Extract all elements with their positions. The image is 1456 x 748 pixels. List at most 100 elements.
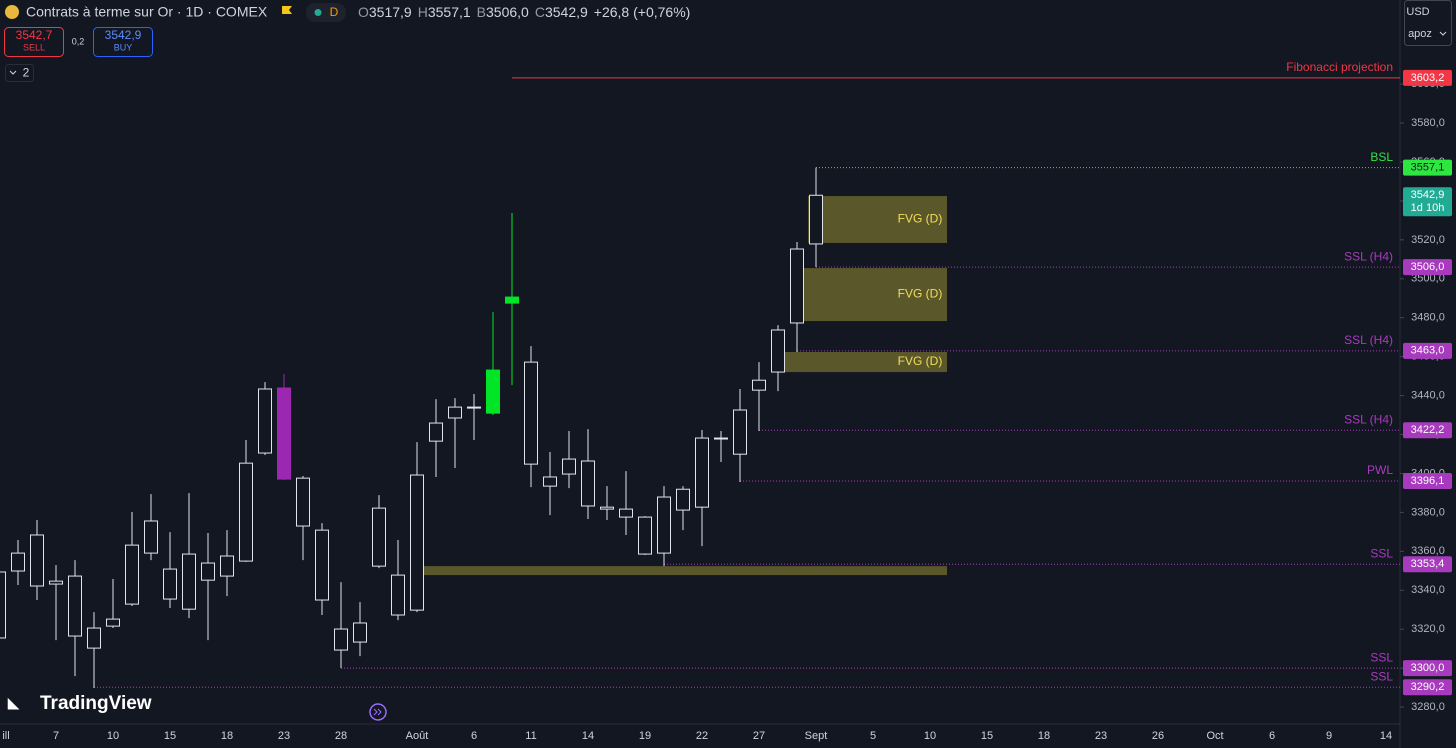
level-badge xyxy=(1403,422,1452,439)
indicators-toggle[interactable] xyxy=(5,64,34,82)
x-tick-label: 19 xyxy=(639,730,651,742)
level-label: SSL (H4) xyxy=(1344,412,1393,426)
x-tick-label: Sept xyxy=(805,730,828,742)
candle-body xyxy=(429,422,443,442)
x-tick-label: ill xyxy=(2,730,9,742)
countdown-label: 1d 10h xyxy=(1411,202,1445,214)
level-label: BSL xyxy=(1370,150,1393,164)
level-badge xyxy=(1403,159,1452,176)
fvg-zone xyxy=(777,351,947,373)
candle-body xyxy=(334,628,348,651)
candle-body xyxy=(619,508,633,518)
go-to-realtime[interactable] xyxy=(369,703,387,721)
candle-body xyxy=(486,369,500,414)
y-tick-label: 3500,0 xyxy=(1411,273,1445,285)
candle-body xyxy=(391,574,405,616)
x-tick-label: 10 xyxy=(924,730,936,742)
x-tick-label: 15 xyxy=(164,730,176,742)
x-tick-label: 10 xyxy=(107,730,119,742)
flag-icon[interactable] xyxy=(282,6,292,14)
level-badge xyxy=(1403,259,1452,276)
x-tick-label: 15 xyxy=(981,730,993,742)
ohlc-key: C xyxy=(535,4,545,20)
y-tick-label: 3340,0 xyxy=(1411,584,1445,596)
level-badge xyxy=(1403,342,1452,359)
candle-body xyxy=(676,488,690,511)
last-price-badge xyxy=(1403,187,1452,217)
candle-body xyxy=(30,534,44,587)
candle-body xyxy=(809,194,823,245)
candle-body xyxy=(695,437,709,508)
status-label: D xyxy=(330,5,339,19)
y-tick-label: 3320,0 xyxy=(1411,623,1445,635)
x-tick-label: 14 xyxy=(1380,730,1392,742)
level-badge xyxy=(1403,660,1452,677)
candle-body xyxy=(600,506,614,510)
sell-price: 3542,7 xyxy=(16,28,53,42)
candle-body xyxy=(49,580,63,585)
candle-body xyxy=(163,568,177,600)
ohlc-value: 3517,9 xyxy=(369,4,412,20)
ohlc-values: O3517,9 H3557,1 B3506,0 C3542,9 +26,8 (+0,76… xyxy=(358,4,690,20)
currency-box[interactable] xyxy=(1404,0,1452,46)
x-tick-label: 14 xyxy=(582,730,594,742)
candle-body xyxy=(562,458,576,475)
candle-body xyxy=(353,622,367,643)
candle-body xyxy=(467,406,481,409)
sell-button[interactable] xyxy=(4,27,64,57)
x-tick-label: 18 xyxy=(221,730,233,742)
x-tick-label: 11 xyxy=(525,730,536,742)
candle-body xyxy=(11,552,25,572)
level-badge-label: 3422,2 xyxy=(1411,424,1445,436)
indicators-count: 2 xyxy=(23,66,30,80)
buy-button[interactable] xyxy=(93,27,153,57)
level-badge-label: 3300,0 xyxy=(1411,662,1445,674)
overlay: Fibonacci projection 3603,2 BSL 3557,1 SSL (… xyxy=(1286,60,1452,696)
user: apoz xyxy=(1408,28,1432,40)
user-chevron xyxy=(1439,31,1447,36)
fvg-zone xyxy=(808,196,947,243)
x-tick-label: 23 xyxy=(1095,730,1107,742)
symbol-title[interactable]: Contrats à terme sur Or · 1D · COMEX xyxy=(26,4,268,20)
x-tick-label: 28 xyxy=(335,730,347,742)
spread: 0,2 xyxy=(72,36,85,46)
x-tick-label: 26 xyxy=(1152,730,1164,742)
level-label: SSL (H4) xyxy=(1344,333,1393,347)
x-tick-label: Oct xyxy=(1206,730,1223,742)
fvg-label: FVG (D) xyxy=(898,287,943,301)
x-tick-label: Août xyxy=(406,730,429,742)
level-badge xyxy=(1403,556,1452,573)
currency: USD xyxy=(1406,6,1429,18)
level-badge-label: 3463,0 xyxy=(1411,345,1445,357)
x-tick-label: 9 xyxy=(1326,730,1332,742)
x-tick-label: 6 xyxy=(471,730,477,742)
ohlc-key: H xyxy=(418,4,428,20)
logo-text: TradingView xyxy=(40,693,152,714)
level-badge-label: 3353,4 xyxy=(1411,558,1445,570)
candle-body xyxy=(581,460,595,507)
y-tick-label: 3520,0 xyxy=(1411,234,1445,246)
x-tick-label: 23 xyxy=(278,730,290,742)
level-badge xyxy=(1403,473,1452,490)
candle-body xyxy=(182,553,196,610)
x-tick-label: 22 xyxy=(696,730,708,742)
ohlc-value: 3506,0 xyxy=(486,4,529,20)
level-label: SSL xyxy=(1370,546,1393,560)
buy-price: 3542,9 xyxy=(105,28,142,42)
market-status-pill[interactable] xyxy=(306,3,346,22)
level-badge-label: 3506,0 xyxy=(1411,261,1445,273)
candle-body xyxy=(277,387,291,480)
level-badge xyxy=(1403,679,1452,696)
y-tick-label: 3360,0 xyxy=(1411,545,1445,557)
candle-body xyxy=(258,388,272,454)
fvg-label: FVG (D) xyxy=(898,212,943,226)
y-tick-label: 3480,0 xyxy=(1411,312,1445,324)
x-tick-label: 6 xyxy=(1269,730,1275,742)
candle-body xyxy=(524,361,538,465)
level-badge-label: 3396,1 xyxy=(1411,475,1445,487)
logo-mark: ◣ xyxy=(7,695,20,711)
level-label: SSL xyxy=(1370,669,1393,683)
candle-body xyxy=(543,476,557,487)
y-tick-label: 3380,0 xyxy=(1411,506,1445,518)
